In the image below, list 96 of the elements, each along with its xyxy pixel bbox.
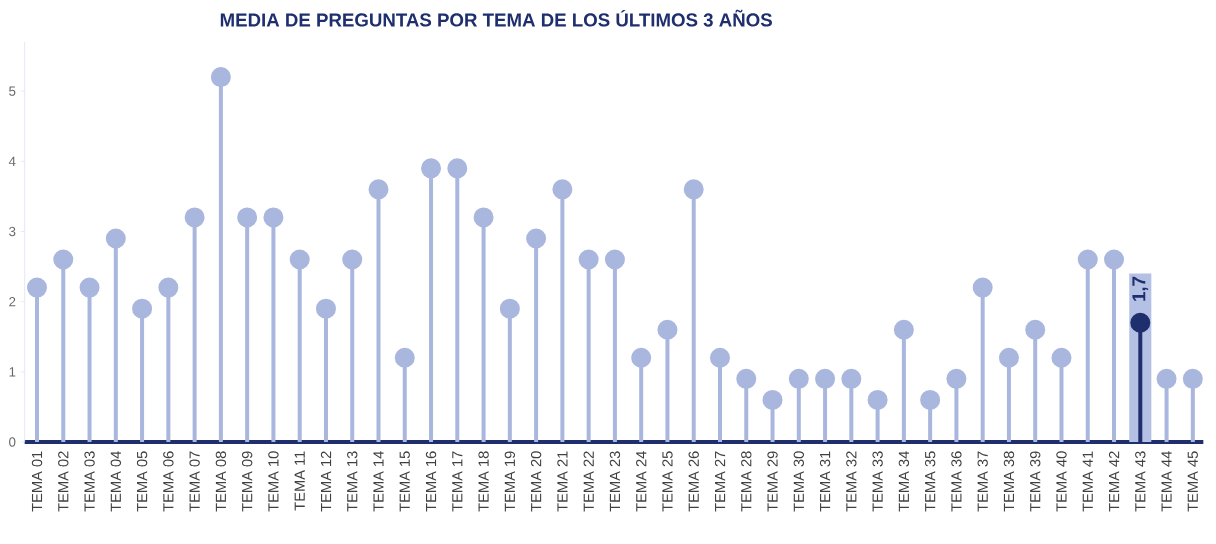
point [946,368,967,389]
point [342,249,363,270]
y-tick-label: 2 [9,297,16,307]
x-tick-label: TEMA 06 [163,451,174,512]
point [762,389,783,410]
x-tick-label: TEMA 39 [1030,451,1041,512]
point [368,179,389,200]
x-tick-label: TEMA 28 [741,451,752,512]
point [972,277,993,298]
x-tick-label: TEMA 43 [1135,451,1146,512]
x-tick-label: TEMA 05 [136,451,148,512]
point [1104,249,1125,270]
point [867,389,888,410]
x-tick-label: TEMA 34 [898,451,910,512]
point [132,298,153,319]
x-tick-label: TEMA 16 [425,451,437,512]
x-tick-label: TEMA 30 [793,451,804,512]
x-tick-label: TEMA 22 [583,451,594,512]
x-tick-label: TEMA 44 [1161,451,1172,512]
point [788,368,809,389]
point [79,277,100,298]
y-tick-label: 4 [8,156,16,166]
point [920,389,941,410]
x-tick-label: TEMA 36 [951,451,962,512]
x-tick-label: TEMA 10 [268,451,279,512]
point [447,158,468,179]
x-tick-label: TEMA 13 [347,451,358,512]
point [709,347,730,368]
point [1025,319,1046,340]
point [1051,347,1072,368]
point [237,207,258,228]
x-tick-label: TEMA 37 [977,451,988,512]
x-tick-label: TEMA 32 [846,451,857,512]
y-tick-label: 1 [9,367,16,377]
data-label: 1,7 [1132,276,1149,301]
point [893,319,914,340]
x-tick-label: TEMA 20 [530,451,542,512]
x-tick-label: TEMA 03 [84,451,95,512]
x-tick-label: TEMA 27 [714,451,726,512]
point [1077,249,1098,270]
x-tick-label: TEMA 31 [819,451,831,512]
x-tick-label: TEMA 29 [767,451,778,512]
y-tick-label: 3 [9,226,16,237]
x-tick-label: TEMA 42 [1108,451,1120,512]
point [657,319,678,340]
point [105,228,126,249]
point [604,249,625,270]
point [421,158,442,179]
x-tick-label: TEMA 23 [609,451,621,512]
point [578,249,599,270]
x-tick-label: TEMA 24 [636,451,647,512]
x-tick-label: TEMA 15 [399,451,410,512]
x-tick-label: TEMA 18 [478,451,489,512]
x-tick-label: TEMA 33 [872,451,883,512]
point [27,277,48,298]
point [210,67,231,88]
x-tick-label: TEMA 09 [241,451,253,512]
x-tick-label: TEMA 26 [688,451,699,512]
x-tick-label: TEMA 11 [294,451,305,511]
y-tick-label: 5 [9,86,16,96]
x-tick-label: TEMA 12 [320,451,332,512]
x-tick-label: TEMA 41 [1082,451,1093,512]
point [499,298,520,319]
point [315,298,336,319]
x-tick-label: TEMA 38 [1003,451,1015,512]
x-tick-label: TEMA 02 [58,451,69,512]
x-tick-label: TEMA 04 [110,451,122,512]
x-tick-label: TEMA 19 [504,451,516,512]
x-tick-label: TEMA 40 [1056,451,1067,512]
x-tick-label: TEMA 25 [662,451,673,512]
point [552,179,573,200]
point [394,347,415,368]
point [289,249,310,270]
point [263,207,284,228]
point [526,228,547,249]
point [184,207,205,228]
point [683,179,704,200]
x-tick-label: TEMA 21 [557,451,568,512]
point [815,368,836,389]
point [158,277,179,298]
x-tick-label: TEMA 17 [452,451,463,512]
x-tick-label: TEMA 35 [924,451,936,512]
x-tick-label: TEMA 07 [189,451,200,512]
chart-title: MEDIA DE PREGUNTAS POR TEMA DE LOS ÚLTIMOS 3 AÑOS [220,9,772,27]
x-tick-label: TEMA 01 [31,451,43,512]
x-tick-label: TEMA 14 [373,451,384,512]
x-tick-label: TEMA 08 [215,451,227,512]
point [473,207,494,228]
point [841,368,862,389]
point [631,347,652,368]
point [1130,312,1151,333]
point [998,347,1019,368]
point [53,249,74,270]
point [736,368,757,389]
y-tick-label: 0 [9,437,16,447]
x-tick-label: TEMA 45 [1187,451,1198,512]
